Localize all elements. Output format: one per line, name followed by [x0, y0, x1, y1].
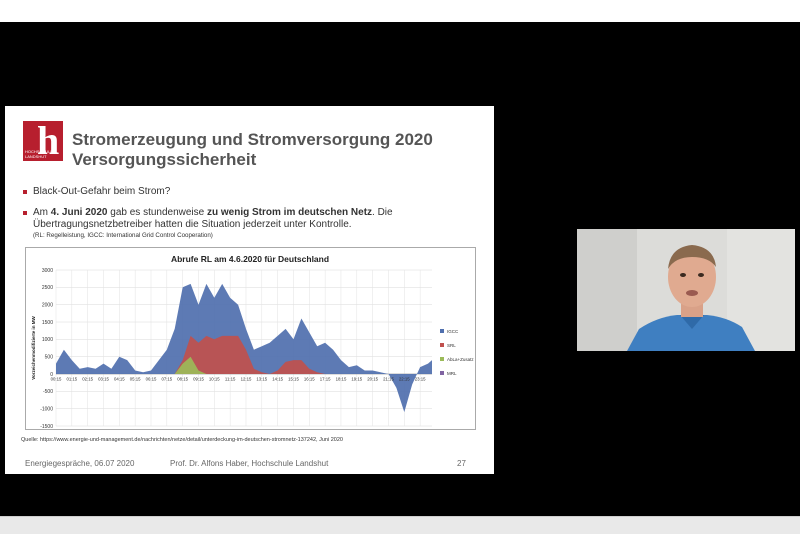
x-tick-label: 08:15 [177, 377, 188, 382]
x-tick-label: 01:15 [66, 377, 77, 382]
x-tick-label: 04:15 [114, 377, 125, 382]
y-tick-label: 1500 [42, 320, 53, 326]
y-tick-label: 0 [50, 372, 53, 378]
chart-x-axis: 00:15 01:15 02:15 03:15 04:15 05:15 06:15 07:15… [51, 377, 426, 382]
x-tick-label: 10:15 [209, 377, 220, 382]
abbreviation-note: (RL: Regelleistung, IGCC: International … [33, 232, 213, 239]
x-tick-label: 17:15 [320, 377, 331, 382]
y-tick-label: 2000 [42, 302, 53, 308]
footer-author: Prof. Dr. Alfons Haber, Hochschule Lands… [170, 459, 329, 468]
bullet-2-date: 4. Juni 2020 [50, 207, 108, 218]
logo-glyph: h [37, 118, 60, 163]
x-tick-label: 05:15 [130, 377, 141, 382]
bullet-2-emphasis: zu wenig Strom im deutschen Netz [207, 207, 373, 218]
x-tick-label: 06:15 [146, 377, 157, 382]
y-tick-label: -1500 [40, 424, 53, 429]
slide-title-line1: Stromerzeugung und Stromversorgung 2020 [72, 130, 433, 149]
bullet-2: Am 4. Juni 2020 gab es stundenweise zu w… [23, 207, 483, 231]
x-tick-label: 03:15 [98, 377, 109, 382]
x-tick-label: 19:15 [351, 377, 362, 382]
slide-title-line2: Versorgungssicherheit [72, 150, 257, 169]
slide-title: Stromerzeugung und Stromversorgung 2020 … [72, 130, 482, 170]
x-tick-label: 23:15 [415, 377, 426, 382]
x-tick-label: 00:15 [51, 377, 62, 382]
x-tick-label: 14:15 [272, 377, 283, 382]
webcam-video [577, 229, 795, 351]
x-tick-label: 20:15 [367, 377, 378, 382]
x-tick-label: 22:15 [399, 377, 410, 382]
source-citation: Quelle: https://www.energie-und-manageme… [21, 437, 343, 443]
logo-text-line1: HOCHSCHULE [25, 149, 54, 154]
legend-label: MRL [447, 371, 457, 376]
chart-svg: Abrufe RL am 4.6.2020 für Deutschland Vo… [31, 254, 474, 430]
chart-legend: IGCC SRL AbLa+Zusatz MRL [440, 329, 474, 376]
bottom-toolbar [0, 516, 800, 534]
x-tick-label: 21:15 [383, 377, 394, 382]
x-tick-label: 11:15 [225, 377, 236, 382]
chart: Abrufe RL am 4.6.2020 für Deutschland Vo… [25, 247, 476, 430]
legend-swatch [440, 357, 444, 361]
x-tick-label: 15:15 [288, 377, 299, 382]
y-tick-label: -1000 [40, 406, 53, 412]
university-logo: h HOCHSCHULE LANDSHUT [23, 121, 63, 161]
bullet-1: Black-Out-Gefahr beim Strom? [23, 186, 483, 198]
y-tick-label: -500 [43, 389, 53, 395]
page-number: 27 [457, 459, 466, 468]
presenter-silhouette [577, 229, 795, 351]
logo-text-line2: LANDSHUT [25, 153, 47, 159]
chart-y-axis: 3000 2500 2000 1500 1000 500 0 -500 -1000 -1500 [40, 268, 54, 430]
x-tick-label: 16:15 [304, 377, 315, 382]
legend-swatch [440, 329, 444, 333]
y-tick-label: 1000 [42, 337, 53, 343]
x-tick-label: 13:15 [256, 377, 267, 382]
x-tick-label: 07:15 [161, 377, 172, 382]
x-tick-label: 09:15 [193, 377, 204, 382]
x-tick-label: 18:15 [336, 377, 347, 382]
area-srl [56, 335, 432, 374]
x-tick-label: 02:15 [82, 377, 93, 382]
chart-areas [56, 283, 432, 413]
presentation-slide: h HOCHSCHULE LANDSHUT Stromerzeugung und… [5, 106, 494, 474]
legend-swatch [440, 343, 444, 347]
legend-label: IGCC [447, 329, 459, 334]
x-tick-label: 12:15 [241, 377, 252, 382]
legend-label: SRL [447, 343, 456, 348]
y-tick-label: 3000 [42, 268, 53, 274]
footer-event: Energiegespräche, 06.07 2020 [25, 459, 135, 468]
legend-label: AbLa+Zusatz [447, 357, 474, 362]
chart-title: Abrufe RL am 4.6.2020 für Deutschland [171, 254, 329, 264]
y-tick-label: 500 [45, 354, 54, 360]
chart-ylabel: Vorzeichenmodifizierte in MW [31, 316, 36, 380]
y-tick-label: 2500 [42, 285, 53, 291]
video-frame: h HOCHSCHULE LANDSHUT Stromerzeugung und… [0, 22, 800, 516]
logo-text: HOCHSCHULE LANDSHUT [25, 149, 54, 159]
legend-swatch [440, 371, 444, 375]
